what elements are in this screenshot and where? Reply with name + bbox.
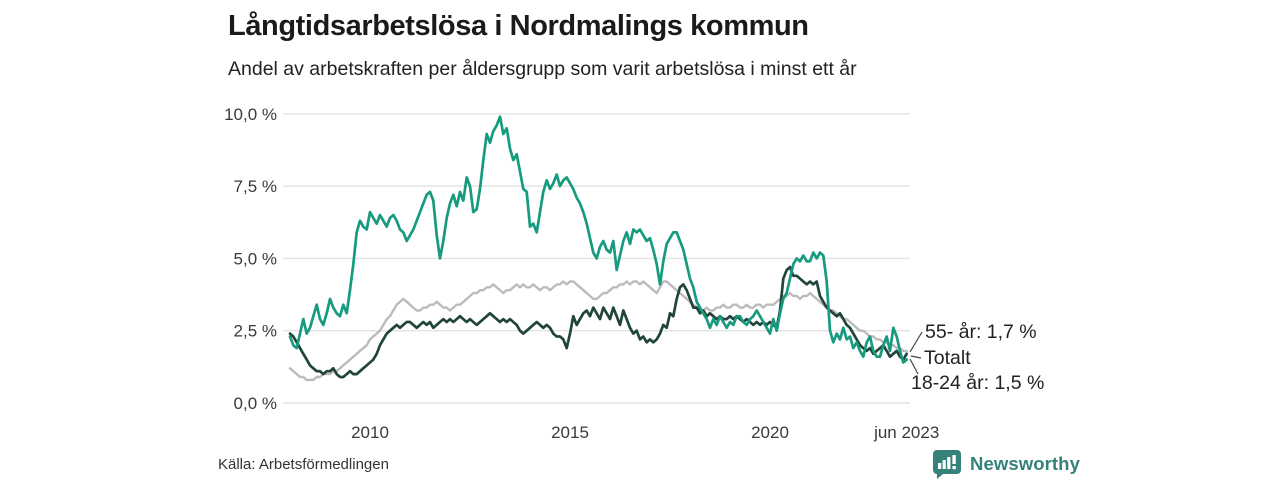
newsworthy-wordmark: Newsworthy: [970, 453, 1080, 474]
logo-bar-2: [942, 460, 946, 469]
newsworthy-branding: Newsworthy: [931, 448, 1080, 480]
x-tick-label: 2015: [551, 423, 589, 442]
logo-bar-1: [938, 463, 942, 469]
newsworthy-logo-icon: [933, 450, 961, 479]
x-axis-labels: 2010 2015 2020 jun 2023: [351, 423, 939, 442]
page-title: Långtidsarbetslösa i Nordmalings kommun: [228, 10, 809, 42]
series-end-labels: Totalt 55- år: 1,7 % 18-24 år: 1,5 %: [911, 321, 1044, 394]
leader-line-55: [909, 331, 923, 353]
x-tick-label: 2020: [751, 423, 789, 442]
end-label-18-24-r: 18-24 år: 1,5 %: [911, 372, 1044, 394]
label-leader-lines: [909, 331, 923, 375]
series-line-55-r: [288, 265, 909, 379]
x-tick-label: jun 2023: [873, 423, 939, 442]
end-label-totalt: Totalt: [924, 347, 971, 369]
y-tick-label: 7,5 %: [234, 177, 277, 196]
source-note: Källa: Arbetsförmedlingen: [218, 456, 389, 473]
gridlines: [283, 113, 910, 404]
series-line-18-24-r: [288, 115, 909, 364]
chart-subtitle: Andel av arbetskraften per åldersgrupp s…: [228, 58, 857, 80]
end-label-55-r: 55- år: 1,7 %: [925, 321, 1037, 343]
logo-exclamation-dot: [952, 466, 956, 470]
y-tick-label: 2,5 %: [234, 322, 277, 341]
logo-exclamation-stem: [952, 455, 956, 464]
x-tick-label: 2010: [351, 423, 389, 442]
series-line-totalt: [288, 280, 908, 382]
series-lines: [288, 115, 909, 382]
y-axis-labels: 0,0 % 2,5 % 5,0 % 7,5 % 10,0 %: [224, 105, 277, 413]
y-tick-label: 10,0 %: [224, 105, 277, 124]
y-tick-label: 5,0 %: [234, 249, 277, 268]
logo-bar-3: [947, 457, 951, 469]
leader-line-18-24: [909, 358, 919, 375]
logo-bubble-shape: [933, 450, 961, 479]
leader-line-totalt: [910, 355, 922, 359]
y-tick-label: 0,0 %: [234, 394, 277, 413]
